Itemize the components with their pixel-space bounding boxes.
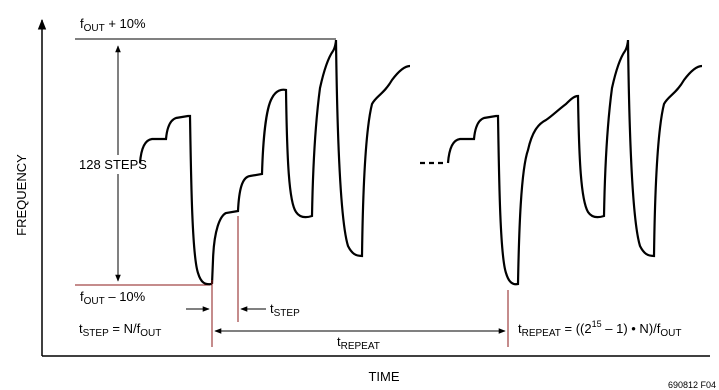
steps-label: 128 STEPS [79, 157, 147, 172]
waveform-segment-3 [446, 39, 703, 286]
waveform-segment-2 [210, 39, 411, 285]
tstep-equation: tSTEP = N/fOUT [79, 321, 161, 339]
fout-minus-label: fOUT – 10% [80, 289, 146, 307]
tstep-label: tSTEP [270, 301, 300, 319]
y-axis-label: FREQUENCY [14, 154, 29, 236]
waveform-segment-1 [138, 114, 213, 286]
trepeat-equation: tREPEAT = ((215 – 1) • N)/fOUT [518, 319, 681, 339]
x-axis-label: TIME [368, 369, 399, 384]
trepeat-label: tREPEAT [337, 334, 380, 352]
figure-id: 690812 F04 [668, 380, 716, 390]
fout-plus-label: fOUT + 10% [80, 16, 146, 34]
